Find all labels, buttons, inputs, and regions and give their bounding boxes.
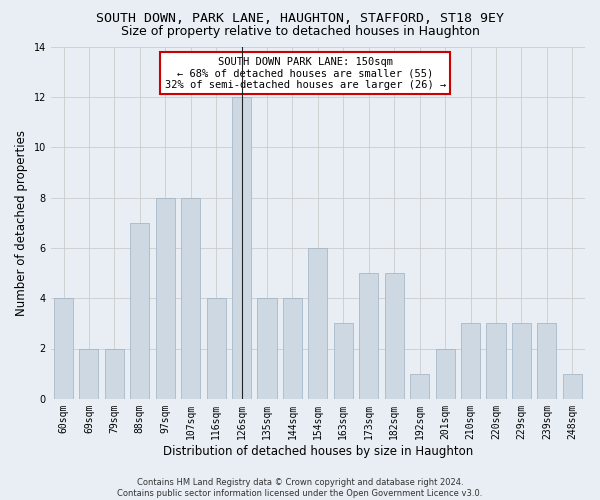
X-axis label: Distribution of detached houses by size in Haughton: Distribution of detached houses by size … (163, 444, 473, 458)
Text: Size of property relative to detached houses in Haughton: Size of property relative to detached ho… (121, 25, 479, 38)
Bar (79, 348, 98, 399)
Bar (563, 374, 582, 399)
Bar (232, 97, 251, 399)
Bar (410, 374, 429, 399)
Bar (385, 273, 404, 399)
Bar (206, 298, 226, 399)
Text: SOUTH DOWN PARK LANE: 150sqm
← 68% of detached houses are smaller (55)
32% of se: SOUTH DOWN PARK LANE: 150sqm ← 68% of de… (164, 56, 446, 90)
Bar (105, 348, 124, 399)
Text: SOUTH DOWN, PARK LANE, HAUGHTON, STAFFORD, ST18 9EY: SOUTH DOWN, PARK LANE, HAUGHTON, STAFFOR… (96, 12, 504, 26)
Bar (181, 198, 200, 399)
Text: Contains HM Land Registry data © Crown copyright and database right 2024.
Contai: Contains HM Land Registry data © Crown c… (118, 478, 482, 498)
Bar (308, 248, 328, 399)
Bar (156, 198, 175, 399)
Bar (130, 222, 149, 399)
Bar (461, 324, 480, 399)
Bar (257, 298, 277, 399)
Bar (487, 324, 506, 399)
Bar (436, 348, 455, 399)
Bar (359, 273, 379, 399)
Bar (538, 324, 556, 399)
Bar (283, 298, 302, 399)
Bar (512, 324, 531, 399)
Bar (334, 324, 353, 399)
Y-axis label: Number of detached properties: Number of detached properties (15, 130, 28, 316)
Bar (54, 298, 73, 399)
